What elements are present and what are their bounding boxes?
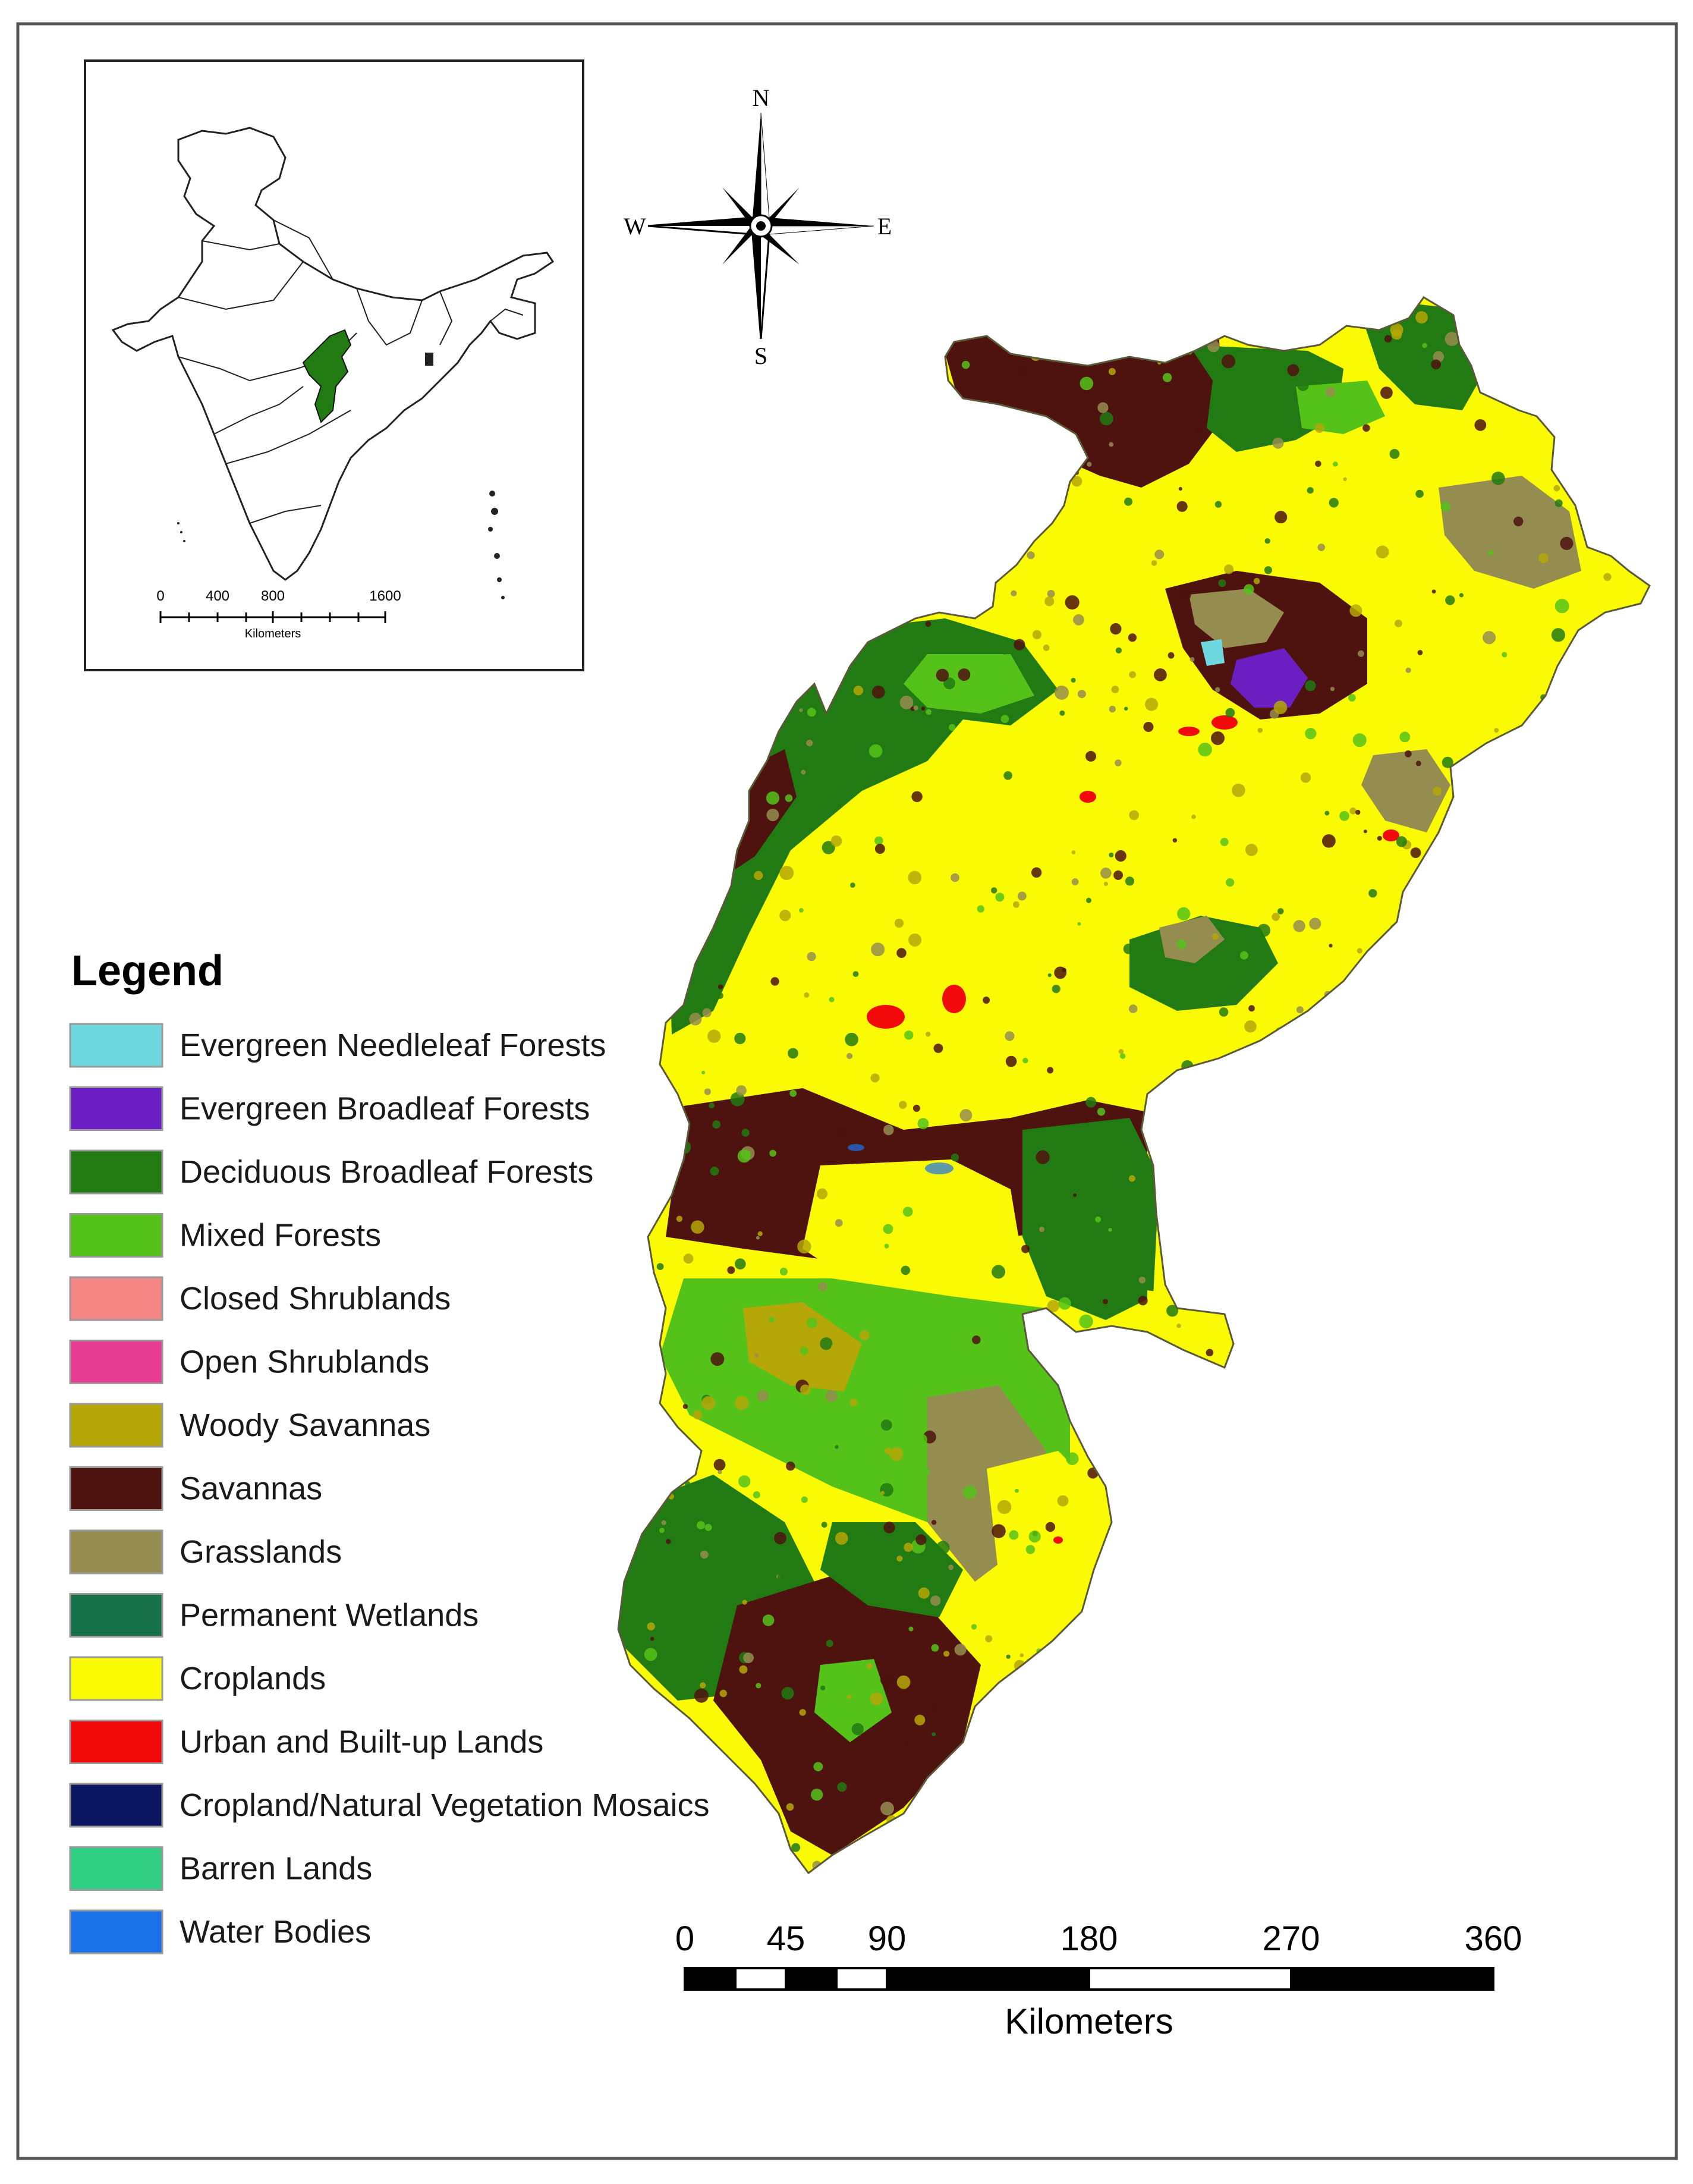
legend-item: Barren Lands bbox=[69, 1846, 372, 1891]
compass-south-label: S bbox=[754, 342, 767, 369]
map-region-croplands-mid bbox=[803, 1159, 1022, 1284]
legend-item: Open Shrublands bbox=[69, 1340, 429, 1384]
map-region-forests-west bbox=[666, 618, 1058, 1035]
legend-item: Deciduous Broadleaf Forests bbox=[69, 1149, 593, 1195]
inset-scale-tick: 1600 bbox=[369, 588, 401, 604]
legend-swatch bbox=[69, 1846, 163, 1891]
legend-swatch bbox=[69, 1783, 163, 1828]
legend-swatch bbox=[69, 1529, 163, 1575]
legend-swatch bbox=[69, 1086, 163, 1131]
legend-swatch bbox=[69, 1466, 163, 1511]
legend-items: Evergreen Needleleaf Forests Evergreen Br… bbox=[69, 1023, 710, 1954]
map-urban-patches bbox=[867, 715, 1399, 1544]
legend-item: Mixed Forests bbox=[69, 1213, 381, 1258]
inset-scale-tick: 0 bbox=[156, 588, 164, 604]
compass-east-label: E bbox=[877, 213, 892, 240]
inset-map: 0 400 800 1600 Kilometers bbox=[84, 59, 584, 671]
legend-swatch bbox=[69, 1909, 163, 1954]
map-region-croplands-south-east bbox=[987, 1451, 1106, 1629]
legend-swatch bbox=[69, 1720, 163, 1764]
map-region-savannas-north bbox=[939, 333, 1225, 488]
scale-tick-label: 360 bbox=[1465, 1919, 1522, 1958]
map-region-mixed-north bbox=[1296, 381, 1385, 434]
legend-label: Deciduous Broadleaf Forests bbox=[180, 1154, 593, 1190]
map-region-grass-central-east bbox=[1159, 916, 1225, 963]
legend: Legend Evergreen Needleleaf ForestsEverg… bbox=[69, 947, 710, 1954]
legend-label: Mixed Forests bbox=[180, 1218, 381, 1253]
inset-scale-tick: 400 bbox=[206, 588, 229, 604]
legend-label: Water Bodies bbox=[180, 1914, 371, 1950]
legend-label: Evergreen Broadleaf Forests bbox=[180, 1091, 590, 1127]
legend-title: Legend bbox=[71, 947, 224, 995]
map-region-forests-mid-south bbox=[1022, 1118, 1159, 1320]
scale-tick-label: 270 bbox=[1263, 1919, 1320, 1958]
legend-label: Savannas bbox=[180, 1471, 322, 1507]
legend-swatch bbox=[69, 1340, 163, 1384]
legend-item: Evergreen Broadleaf Forests bbox=[69, 1086, 590, 1131]
legend-swatch bbox=[69, 1276, 163, 1321]
inset-scale-unit: Kilometers bbox=[245, 627, 301, 640]
map-region-mixed-south-tip bbox=[814, 1659, 892, 1742]
map-region-broadleaf-evergreen bbox=[1231, 648, 1308, 708]
inset-islands bbox=[177, 353, 505, 599]
legend-swatch bbox=[69, 1593, 163, 1638]
map-water-patches bbox=[848, 1144, 954, 1174]
legend-label: Evergreen Needleleaf Forests bbox=[180, 1027, 606, 1063]
scale-tick-label: 0 bbox=[675, 1919, 694, 1958]
legend-item: Woody Savannas bbox=[69, 1403, 430, 1448]
legend-item: Closed Shrublands bbox=[69, 1276, 451, 1321]
legend-label: Barren Lands bbox=[180, 1851, 372, 1887]
north-arrow-compass: N S E W bbox=[624, 84, 892, 369]
legend-swatch bbox=[69, 1656, 163, 1701]
legend-item: Urban and Built-up Lands bbox=[69, 1720, 543, 1764]
legend-item: Cropland/Natural Vegetation Mosaics bbox=[69, 1783, 710, 1828]
map-region-mixed-west bbox=[904, 654, 1034, 714]
legend-swatch bbox=[69, 1023, 163, 1068]
main-scale-bar: 0 45 90 180 270 360 Kilometers bbox=[675, 1919, 1522, 2041]
compass-west-label: W bbox=[624, 213, 646, 240]
legend-item: Permanent Wetlands bbox=[69, 1593, 479, 1638]
legend-label: Grasslands bbox=[180, 1534, 342, 1570]
scale-tick-label: 45 bbox=[767, 1919, 805, 1958]
map-region-grass-central bbox=[1189, 589, 1284, 648]
legend-swatch bbox=[69, 1213, 163, 1258]
scale-tick-label: 90 bbox=[868, 1919, 907, 1958]
map-region-woody-savanna-south bbox=[743, 1302, 862, 1391]
legend-swatch bbox=[69, 1149, 163, 1195]
legend-label: Cropland/Natural Vegetation Mosaics bbox=[180, 1787, 710, 1823]
inset-scale-tick: 800 bbox=[261, 588, 285, 604]
legend-item: Grasslands bbox=[69, 1529, 342, 1575]
legend-label: Woody Savannas bbox=[180, 1407, 430, 1443]
legend-label: Croplands bbox=[180, 1661, 326, 1696]
legend-item: Water Bodies bbox=[69, 1909, 371, 1954]
scale-bar-segments bbox=[684, 1967, 1494, 1991]
scale-tick-label: 180 bbox=[1061, 1919, 1118, 1958]
legend-item: Evergreen Needleleaf Forests bbox=[69, 1023, 606, 1068]
legend-item: Savannas bbox=[69, 1466, 322, 1511]
legend-item: Croplands bbox=[69, 1656, 326, 1701]
scale-unit-label: Kilometers bbox=[1005, 2001, 1173, 2041]
legend-label: Permanent Wetlands bbox=[180, 1598, 479, 1633]
legend-swatch bbox=[69, 1403, 163, 1448]
inset-chhattisgarh-highlight bbox=[302, 329, 352, 423]
legend-label: Open Shrublands bbox=[180, 1344, 429, 1380]
inset-scale-bar: 0 400 800 1600 Kilometers bbox=[156, 588, 401, 640]
compass-north-label: N bbox=[753, 84, 770, 111]
legend-label: Closed Shrublands bbox=[180, 1281, 451, 1316]
map-region-needleleaf bbox=[1201, 639, 1225, 666]
legend-label: Urban and Built-up Lands bbox=[180, 1724, 543, 1760]
